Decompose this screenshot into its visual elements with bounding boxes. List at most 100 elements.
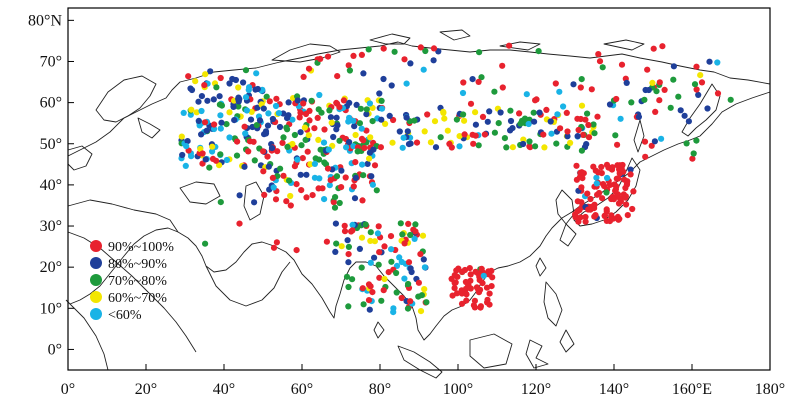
station-point: [211, 121, 218, 128]
station-point: [650, 45, 657, 52]
station-point: [350, 183, 357, 190]
station-point: [472, 121, 479, 128]
station-point: [452, 279, 459, 286]
station-point: [614, 141, 621, 148]
legend-swatch: [90, 291, 102, 303]
station-point: [475, 78, 482, 85]
y-tick-label: 0°: [48, 341, 62, 358]
station-point: [412, 228, 419, 235]
station-point: [388, 246, 395, 253]
station-point: [333, 240, 340, 247]
station-point: [463, 297, 470, 304]
station-point: [507, 117, 515, 125]
station-point: [246, 84, 253, 91]
station-point: [532, 143, 539, 150]
station-point: [644, 66, 651, 73]
station-point: [387, 233, 395, 240]
station-point: [269, 115, 276, 123]
station-point: [303, 171, 310, 178]
station-point: [317, 55, 324, 63]
y-tick-label: 60°: [40, 95, 62, 112]
station-point: [341, 228, 349, 235]
station-point: [365, 46, 372, 53]
station-point: [417, 308, 425, 315]
station-point: [301, 124, 308, 131]
station-point: [241, 123, 248, 130]
station-point: [421, 264, 428, 271]
x-tick-label: 60°: [291, 381, 313, 398]
station-point: [629, 205, 636, 213]
station-point: [357, 105, 364, 112]
station-point: [184, 138, 191, 145]
station-point: [509, 125, 516, 132]
station-point: [272, 102, 280, 110]
station-point: [573, 176, 581, 183]
station-point: [670, 63, 678, 70]
station-point: [401, 240, 408, 247]
station-point: [405, 280, 412, 288]
station-point: [328, 119, 335, 126]
x-tick-label: 140°: [599, 381, 629, 398]
y-tick-label: 80°N: [28, 12, 62, 29]
station-point: [400, 134, 407, 141]
station-point: [199, 150, 206, 157]
station-point: [532, 97, 539, 104]
station-point: [363, 127, 370, 134]
station-point: [199, 160, 206, 167]
station-point: [349, 227, 356, 234]
station-point: [280, 134, 287, 141]
station-point: [479, 280, 486, 287]
station-point: [286, 177, 293, 184]
station-point: [417, 44, 424, 51]
station-point: [201, 82, 208, 89]
station-point: [300, 100, 307, 107]
station-point: [359, 197, 366, 204]
station-point: [367, 229, 374, 236]
station-point: [572, 214, 579, 221]
station-point: [198, 131, 205, 138]
station-point: [623, 201, 630, 208]
station-point: [179, 151, 186, 159]
station-point: [573, 162, 580, 169]
station-point: [253, 70, 260, 77]
station-point: [345, 283, 352, 291]
station-point: [570, 81, 577, 88]
station-point: [601, 212, 609, 219]
station-point: [364, 160, 371, 167]
station-point: [211, 125, 218, 133]
station-point: [393, 289, 400, 296]
station-point: [412, 221, 419, 228]
station-point: [407, 140, 414, 147]
station-point: [284, 143, 291, 150]
station-point: [351, 195, 359, 202]
station-point: [420, 66, 427, 73]
station-point: [315, 156, 323, 163]
station-point: [289, 116, 296, 123]
station-point: [345, 303, 352, 310]
station-point: [209, 143, 216, 150]
station-point: [466, 265, 473, 272]
station-point: [563, 109, 570, 116]
station-point: [378, 97, 385, 104]
station-point: [653, 88, 660, 95]
x-tick-label: 160°E: [672, 381, 712, 398]
station-point: [333, 114, 340, 121]
station-point: [427, 139, 434, 146]
station-point: [486, 301, 493, 308]
station-point: [202, 71, 209, 78]
station-point: [367, 259, 374, 266]
station-point: [293, 247, 300, 254]
station-point: [695, 91, 702, 98]
station-point: [349, 276, 356, 283]
station-point: [369, 289, 376, 296]
station-point: [388, 82, 395, 89]
station-point: [359, 285, 366, 292]
station-point: [356, 120, 363, 127]
station-point: [297, 129, 304, 136]
axis-ticks: [67, 19, 771, 370]
station-point: [376, 249, 383, 256]
station-point: [243, 107, 250, 114]
station-point: [459, 89, 467, 97]
station-point: [260, 148, 267, 155]
station-point: [370, 146, 377, 153]
